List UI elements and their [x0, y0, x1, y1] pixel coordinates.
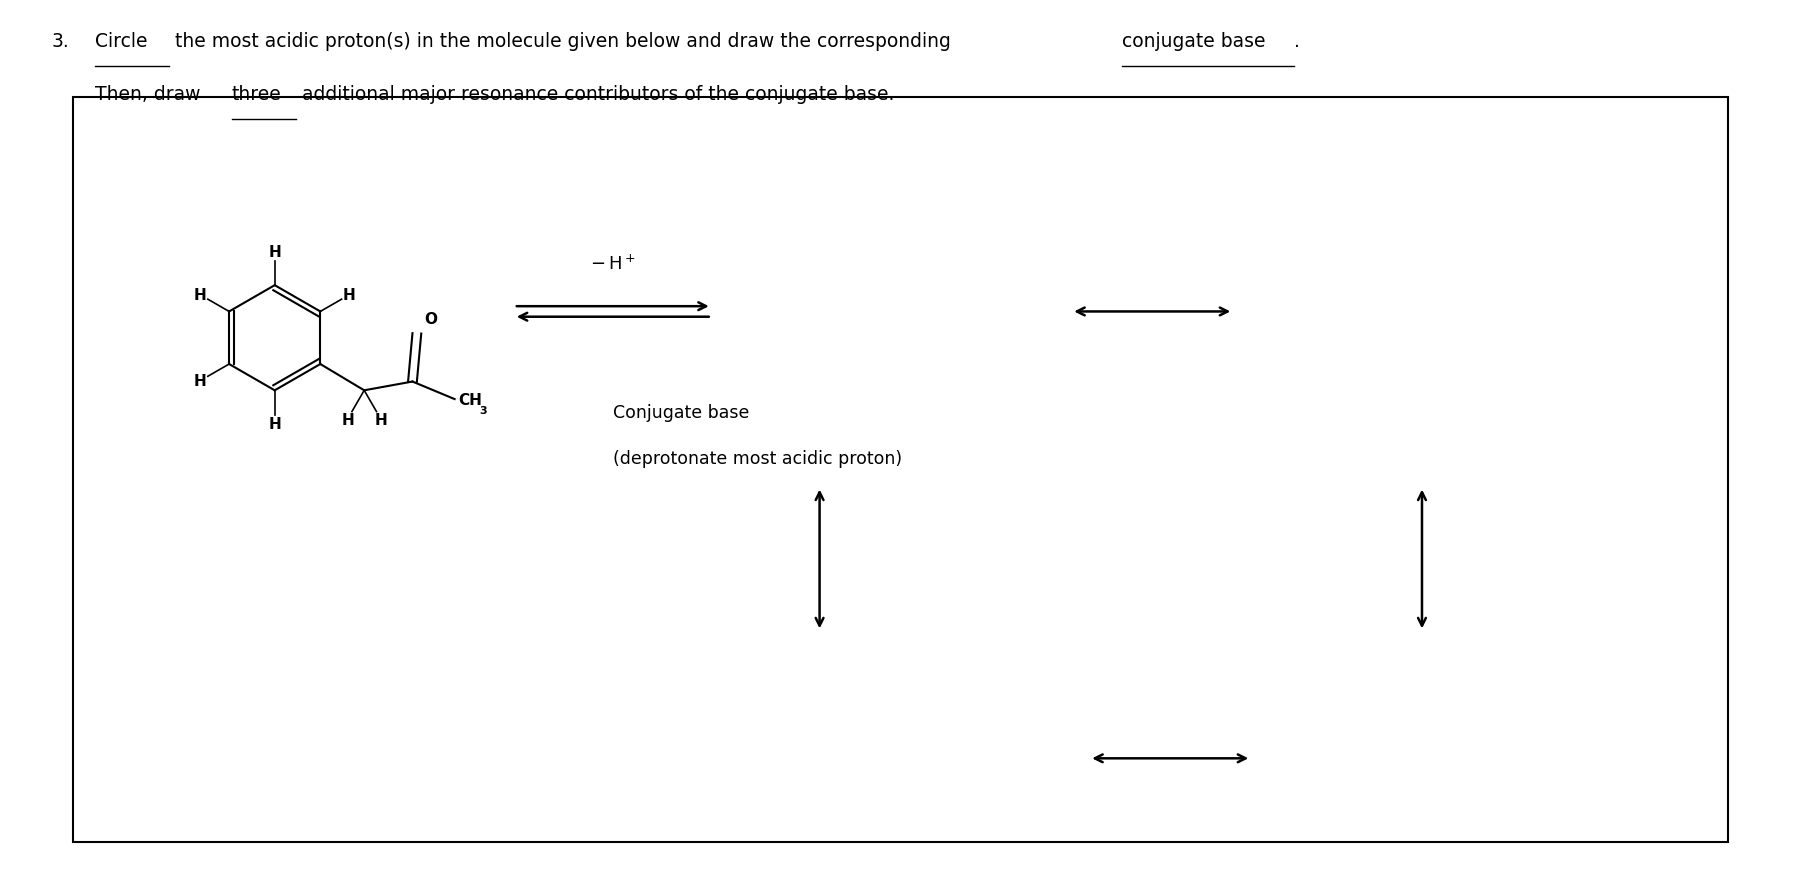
Text: three: three [232, 84, 281, 104]
Text: .: . [1295, 32, 1300, 51]
Text: $-\,\mathrm{H^+}$: $-\,\mathrm{H^+}$ [591, 255, 636, 274]
Text: H: H [340, 412, 355, 428]
Text: H: H [195, 288, 207, 303]
Text: 3: 3 [479, 405, 486, 415]
Text: conjugate base: conjugate base [1122, 32, 1264, 51]
Text: the most acidic proton(s) in the molecule given below and draw the corresponding: the most acidic proton(s) in the molecul… [169, 32, 956, 51]
Text: H: H [195, 374, 207, 389]
Text: Conjugate base: Conjugate base [612, 404, 749, 421]
Text: H: H [342, 288, 355, 303]
Text: Then, draw: Then, draw [95, 84, 207, 104]
Text: Circle: Circle [95, 32, 148, 51]
Text: H: H [268, 245, 281, 260]
Text: CH: CH [457, 392, 483, 407]
Bar [74, 97, 1727, 842]
Text: 3.: 3. [52, 32, 70, 51]
Text: H: H [268, 417, 281, 432]
Text: O: O [423, 312, 438, 327]
Text: H: H [375, 412, 387, 428]
Text: additional major resonance contributors of the conjugate base.: additional major resonance contributors … [297, 84, 895, 104]
Text: (deprotonate most acidic proton): (deprotonate most acidic proton) [612, 450, 902, 467]
